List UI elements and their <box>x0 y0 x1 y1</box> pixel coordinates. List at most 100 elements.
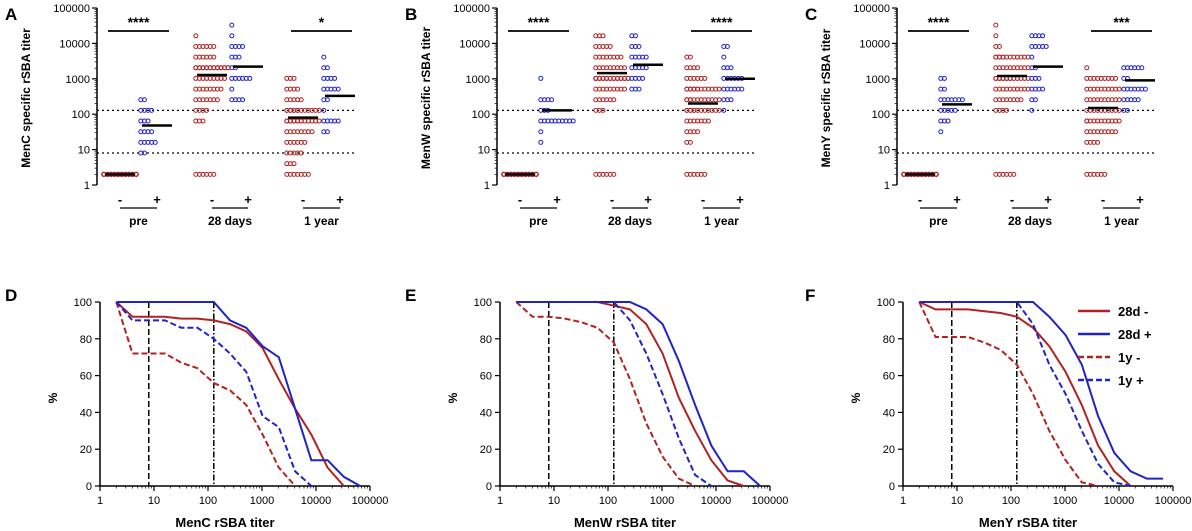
y-tick-label: 1000 <box>66 74 90 86</box>
y-tick-label: 100 <box>872 109 890 121</box>
series-line <box>115 301 312 487</box>
data-point <box>214 97 220 103</box>
y-tick-label: 40 <box>883 407 895 419</box>
group-sign-label: + <box>1044 192 1052 207</box>
data-point <box>938 129 944 135</box>
data-point <box>295 107 301 113</box>
x-tick-label: 1 <box>900 495 906 507</box>
data-point <box>538 129 544 135</box>
group-sign-label: + <box>153 192 161 207</box>
data-point <box>321 107 327 113</box>
data-point <box>1116 86 1122 92</box>
data-point <box>240 97 246 103</box>
data-point <box>691 107 697 113</box>
data-point <box>1084 118 1090 124</box>
data-point <box>1095 139 1101 145</box>
legend-label: 1y + <box>1118 373 1144 388</box>
data-point <box>291 161 297 167</box>
data-point <box>298 118 304 124</box>
x-tick-label: 1000 <box>250 495 274 507</box>
significance-stars: **** <box>711 14 733 30</box>
data-point <box>335 86 341 92</box>
data-point <box>1004 107 1010 113</box>
data-point <box>721 107 727 113</box>
data-point <box>1139 65 1145 71</box>
y-axis-label: MenW specific rSBA titer <box>419 27 433 170</box>
x-axis-label: MenY rSBA titer <box>979 515 1077 530</box>
data-point <box>728 65 734 71</box>
data-point <box>941 86 947 92</box>
data-point <box>1032 97 1038 103</box>
y-tick-label: 1000 <box>866 74 890 86</box>
data-point <box>211 43 217 49</box>
legend-label: 28d + <box>1118 327 1152 342</box>
series-line <box>918 301 1099 487</box>
significance-stars: **** <box>928 14 950 30</box>
y-tick-label: 1 <box>884 180 890 192</box>
y-tick-label: 0 <box>86 481 92 493</box>
panel-letter: E <box>405 286 416 305</box>
x-tick-label: 1000 <box>1053 495 1077 507</box>
x-tick-label: 100 <box>199 495 217 507</box>
data-point <box>229 86 235 92</box>
y-tick-label: 10 <box>478 145 490 157</box>
data-point <box>702 75 708 81</box>
data-point <box>611 97 617 103</box>
y-tick-label: 100000 <box>453 3 490 15</box>
data-point <box>324 129 330 135</box>
group-label: 1 year <box>304 214 339 228</box>
data-point <box>1040 33 1046 39</box>
data-point <box>996 43 1002 49</box>
group-sign-label: + <box>336 192 344 207</box>
series-line <box>115 301 296 487</box>
data-point <box>141 97 147 103</box>
x-tick-label: 10000 <box>701 495 732 507</box>
group-label: 28 days <box>608 214 652 228</box>
data-point <box>640 75 646 81</box>
data-point <box>993 33 999 39</box>
legend: 28d - 28d + 1y - 1y + <box>1078 304 1152 388</box>
data-point <box>1036 75 1042 81</box>
group-sign-label: + <box>953 192 961 207</box>
series-line <box>919 301 1164 480</box>
data-point <box>941 75 947 81</box>
data-point <box>200 118 206 124</box>
series-line <box>116 301 361 487</box>
data-point <box>229 33 235 39</box>
data-point <box>724 43 730 49</box>
x-tick-label: 10000 <box>301 495 332 507</box>
y-axis-label: MenC specific rSBA titer <box>19 28 33 168</box>
data-point <box>247 75 253 81</box>
y-tick-label: 10 <box>78 145 90 157</box>
data-point <box>570 118 576 124</box>
x-axis-label: MenC rSBA titer <box>175 515 274 530</box>
data-point <box>1116 107 1122 113</box>
data-point <box>716 97 722 103</box>
data-point <box>705 118 711 124</box>
y-tick-label: 80 <box>480 334 492 346</box>
group-label: pre <box>529 214 548 228</box>
data-point <box>149 129 155 135</box>
data-point <box>1029 54 1035 60</box>
data-point <box>324 65 330 71</box>
legend-label: 28d - <box>1118 304 1148 319</box>
data-point <box>291 75 297 81</box>
group-sign-label: + <box>644 192 652 207</box>
data-point <box>1116 97 1122 103</box>
data-point <box>332 75 338 81</box>
x-axis-label: MenW rSBA titer <box>574 515 676 530</box>
data-point <box>636 43 642 49</box>
y-tick-label: 100000 <box>53 3 90 15</box>
data-point <box>538 139 544 145</box>
x-tick-label: 1 <box>497 495 503 507</box>
y-tick-label: 20 <box>480 444 492 456</box>
y-tick-label: 0 <box>889 481 895 493</box>
data-point <box>316 107 322 113</box>
data-point <box>1113 129 1119 135</box>
group-label: 1 year <box>704 214 739 228</box>
